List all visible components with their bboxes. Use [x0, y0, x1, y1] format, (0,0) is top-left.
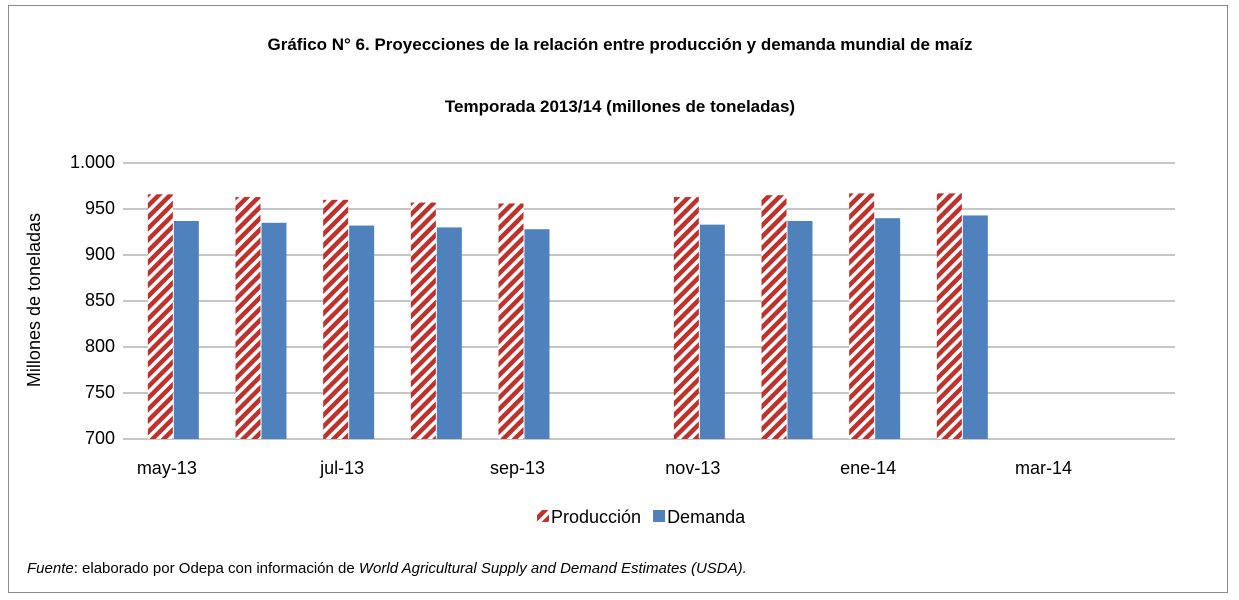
- x-tick-label: ene-14: [840, 458, 896, 478]
- bar: [875, 218, 901, 439]
- y-tick-label: 1.000: [70, 152, 115, 172]
- bar: [261, 222, 287, 439]
- y-axis-label: Millones de toneladas: [24, 213, 44, 387]
- bar: [761, 195, 787, 439]
- bar: [699, 224, 725, 439]
- bar: [498, 203, 524, 439]
- bar: [787, 220, 813, 439]
- x-tick-label: nov-13: [665, 458, 720, 478]
- bar: [173, 220, 199, 439]
- bar: [849, 193, 875, 439]
- note-publication: World Agricultural Supply and Demand Est…: [358, 560, 747, 577]
- legend-swatch: [653, 510, 666, 522]
- note-text: : elaborado por Odepa con información de: [73, 560, 359, 577]
- y-tick-label: 900: [85, 244, 115, 264]
- legend-label: Producción: [551, 507, 641, 527]
- legend-swatch: [537, 510, 549, 522]
- x-tick-label: sep-13: [490, 458, 545, 478]
- bar: [524, 229, 550, 439]
- bar: [235, 197, 261, 439]
- bar: [673, 197, 699, 439]
- bar: [323, 199, 349, 439]
- y-tick-label: 950: [85, 198, 115, 218]
- x-tick-label: may-13: [137, 458, 197, 478]
- bar: [436, 227, 462, 439]
- legend-label: Demanda: [667, 507, 746, 527]
- chart-frame: [8, 5, 1228, 593]
- y-tick-label: 850: [85, 290, 115, 310]
- x-tick-label: mar-14: [1015, 458, 1072, 478]
- bar: [410, 202, 436, 439]
- y-tick-label: 800: [85, 336, 115, 356]
- bar: [147, 194, 173, 439]
- chart-subtitle: Temporada 2013/14 (millones de toneladas…: [444, 97, 796, 116]
- x-tick-label: jul-13: [319, 458, 364, 478]
- chart-title: Gráfico N° 6. Proyecciones de la relació…: [267, 35, 973, 54]
- bar: [962, 215, 988, 439]
- y-tick-label: 700: [85, 428, 115, 448]
- source-note: Fuente: elaborado por Odepa con informac…: [27, 560, 747, 577]
- bar: [349, 225, 375, 439]
- y-tick-label: 750: [85, 382, 115, 402]
- note-label: Fuente: [27, 560, 74, 577]
- bar: [936, 193, 962, 439]
